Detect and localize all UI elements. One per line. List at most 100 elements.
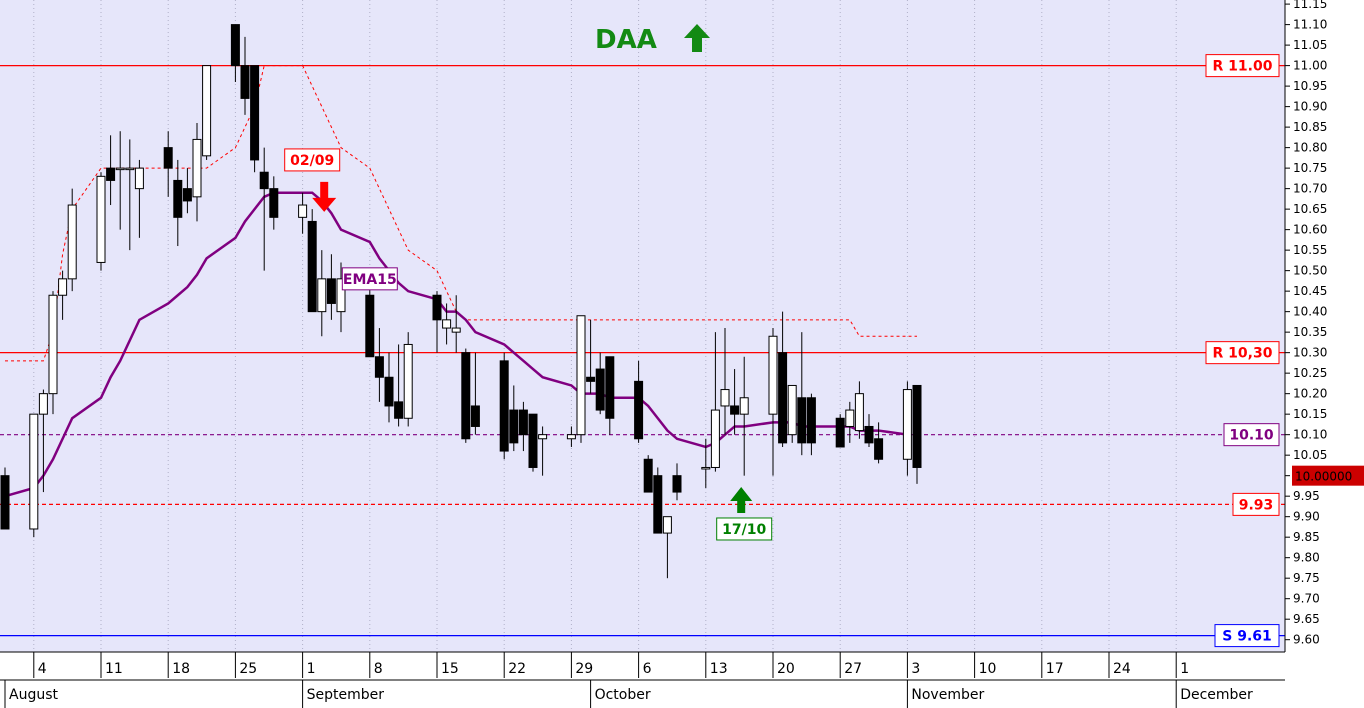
annotation-label: EMA15 bbox=[343, 272, 397, 288]
candle-body bbox=[605, 356, 615, 419]
candle-body bbox=[326, 278, 336, 304]
candle-body bbox=[701, 466, 711, 470]
candle-body bbox=[442, 319, 452, 329]
month-label: November bbox=[911, 687, 984, 703]
candle-body bbox=[586, 376, 596, 382]
y-tick-label: 10.75 bbox=[1293, 161, 1327, 175]
level-label: 9.93 bbox=[1239, 497, 1274, 513]
candle-body bbox=[778, 352, 788, 444]
last-price-label: 10.00000 bbox=[1295, 470, 1352, 484]
candle-body bbox=[499, 360, 509, 452]
candle-body bbox=[403, 343, 413, 419]
candle-body bbox=[29, 413, 39, 530]
level-label-box bbox=[1232, 492, 1280, 516]
candle-body bbox=[336, 278, 346, 313]
price-levels: R 11.00 R 10,30 10.10 9.93 S 9.61 bbox=[0, 54, 1285, 648]
candle-body bbox=[163, 147, 173, 169]
y-tick-label: 11.00 bbox=[1293, 59, 1327, 73]
last-price-box bbox=[1292, 465, 1364, 486]
candle-body bbox=[912, 384, 922, 468]
level-label: R 11.00 bbox=[1213, 59, 1273, 75]
x-tick-label: 11 bbox=[105, 661, 123, 677]
month-label: October bbox=[595, 687, 651, 703]
candle-body bbox=[317, 278, 327, 313]
candle-body bbox=[710, 409, 720, 468]
candle-body bbox=[384, 376, 394, 407]
x-tick-label: 6 bbox=[643, 661, 652, 677]
candle-body bbox=[432, 294, 442, 321]
y-tick-label: 10.50 bbox=[1293, 264, 1327, 278]
y-tick-label: 9.75 bbox=[1293, 571, 1320, 585]
candle-body bbox=[470, 405, 480, 427]
candle-body bbox=[672, 475, 682, 493]
candle-body bbox=[374, 356, 384, 378]
candle-body bbox=[192, 138, 202, 198]
x-tick-label: 13 bbox=[710, 661, 728, 677]
x-tick-label: 15 bbox=[441, 661, 459, 677]
y-tick-label: 9.95 bbox=[1293, 489, 1320, 503]
candle-body bbox=[259, 171, 269, 190]
down-arrow-icon bbox=[312, 181, 337, 212]
y-tick-label: 9.80 bbox=[1293, 551, 1320, 565]
candle-body bbox=[566, 434, 576, 440]
candle-body bbox=[806, 397, 816, 444]
candle-body bbox=[240, 65, 250, 99]
x-tick-label: 3 bbox=[911, 661, 920, 677]
x-tick-label: 20 bbox=[777, 661, 795, 677]
y-tick-label: 9.90 bbox=[1293, 510, 1320, 524]
candle-body bbox=[797, 397, 807, 444]
candle-body bbox=[864, 425, 874, 444]
annotation-box bbox=[284, 148, 341, 172]
candle-body bbox=[595, 368, 605, 411]
candle-body bbox=[653, 475, 663, 534]
candle-body bbox=[528, 413, 538, 468]
y-tick-label: 10.30 bbox=[1293, 346, 1327, 360]
x-tick-label: 24 bbox=[1113, 661, 1131, 677]
month-label: December bbox=[1180, 687, 1253, 703]
candle-body bbox=[394, 401, 404, 419]
x-tick-label: 4 bbox=[38, 661, 47, 677]
candle-body bbox=[854, 393, 864, 432]
y-axis: 11.15 11.10 11.05 11.00 10.95 10.90 10.85 10.80… bbox=[1284, 0, 1364, 652]
candle-body bbox=[518, 409, 528, 436]
candle-body bbox=[38, 393, 48, 415]
y-tick-label: 10.25 bbox=[1293, 366, 1327, 380]
y-tick-label: 11.05 bbox=[1293, 38, 1327, 52]
y-tick-label: 9.65 bbox=[1293, 612, 1320, 626]
candle-body bbox=[874, 438, 884, 460]
y-tick-label: 10.95 bbox=[1293, 79, 1327, 93]
x-tick-label: 27 bbox=[844, 661, 862, 677]
candle-body bbox=[643, 458, 653, 493]
candle-body bbox=[67, 204, 77, 280]
level-label-box bbox=[1214, 624, 1280, 648]
y-tick-label: 10.40 bbox=[1293, 305, 1327, 319]
level-label: 10.10 bbox=[1229, 428, 1274, 444]
month-label: August bbox=[9, 687, 59, 703]
candle-body bbox=[576, 315, 586, 436]
annotation-label: 17/10 bbox=[722, 522, 766, 538]
chart-title: DAA bbox=[595, 25, 657, 55]
level-label: R 10,30 bbox=[1213, 346, 1273, 362]
plot-background bbox=[0, 0, 1285, 652]
candle-body bbox=[787, 384, 797, 436]
y-tick-label: 10.70 bbox=[1293, 182, 1327, 196]
candle-body bbox=[307, 220, 317, 313]
candle-body bbox=[634, 380, 644, 440]
candle-body bbox=[509, 409, 519, 444]
up-arrow-icon bbox=[684, 24, 710, 52]
candle-body bbox=[365, 294, 375, 358]
x-tick-label: 1 bbox=[307, 661, 316, 677]
level-label-box bbox=[1223, 423, 1280, 447]
y-tick-label: 9.70 bbox=[1293, 592, 1320, 606]
candle-body bbox=[739, 397, 749, 415]
x-tick-label: 17 bbox=[1046, 661, 1064, 677]
up-arrow-icon bbox=[730, 486, 753, 513]
y-tick-label: 10.55 bbox=[1293, 243, 1327, 257]
candle-body bbox=[662, 516, 672, 534]
y-tick-label: 10.20 bbox=[1293, 387, 1327, 401]
level-label-box bbox=[1205, 54, 1280, 78]
y-tick-label: 10.45 bbox=[1293, 284, 1327, 298]
candle-body bbox=[720, 389, 730, 407]
x-tick-label: 29 bbox=[575, 661, 593, 677]
